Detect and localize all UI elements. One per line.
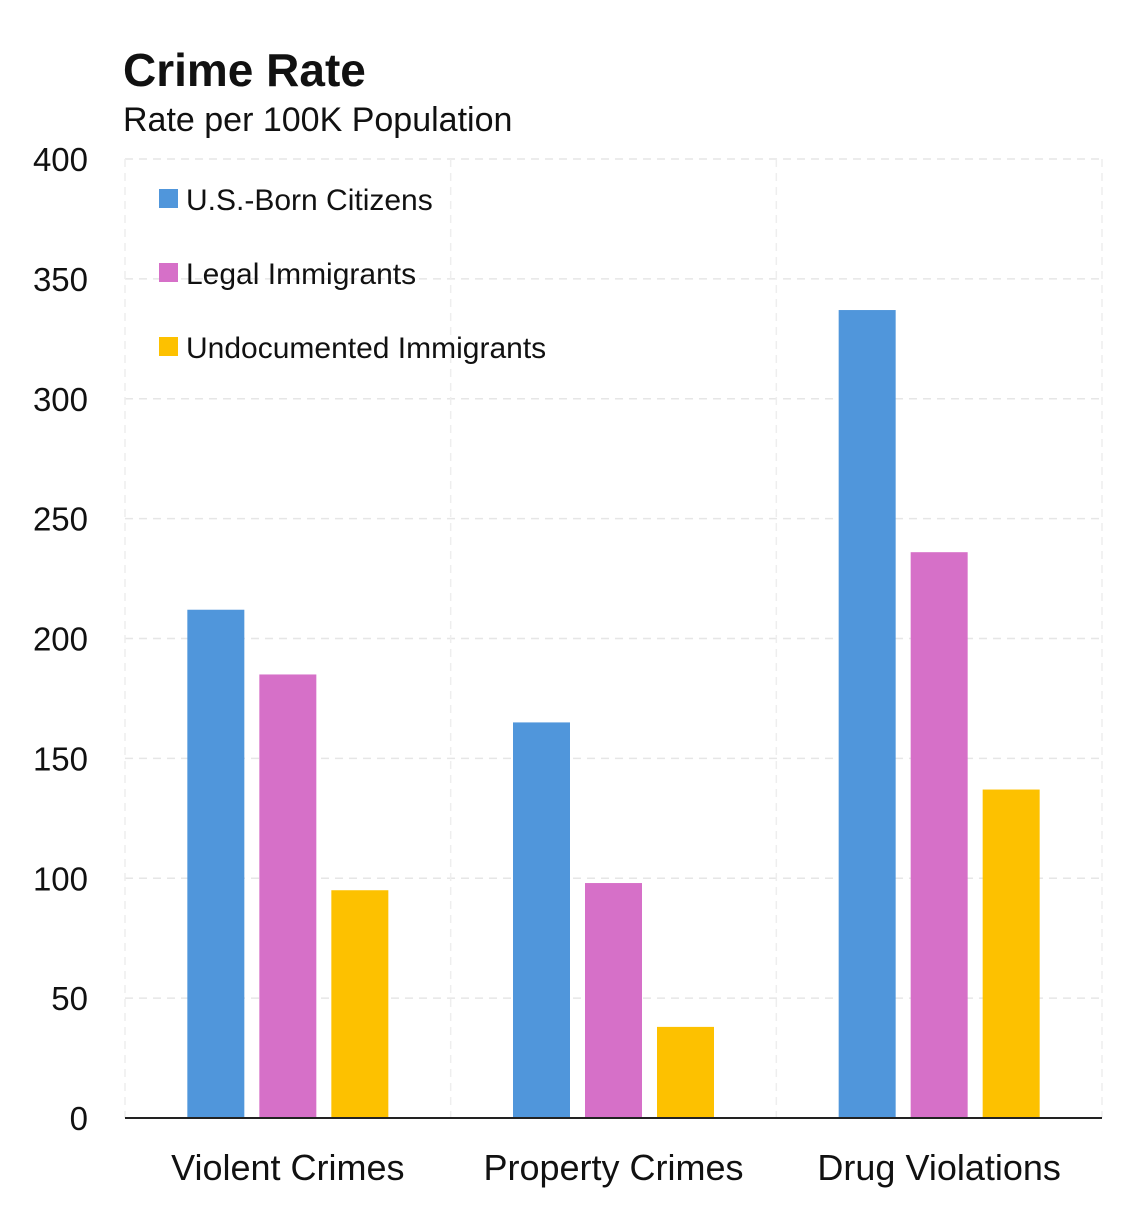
bar: [513, 722, 570, 1118]
bar: [259, 674, 317, 1118]
legend-swatch: [159, 189, 178, 208]
legend-label: Undocumented Immigrants: [186, 332, 546, 365]
bar: [187, 609, 245, 1118]
chart-title: Crime Rate: [123, 44, 366, 96]
y-tick-label: 300: [33, 381, 88, 418]
x-tick-label: Property Crimes: [483, 1147, 743, 1188]
bar: [331, 890, 389, 1118]
legend-label: U.S.-Born Citizens: [186, 184, 433, 217]
y-tick-label: 150: [33, 740, 88, 777]
y-tick-label: 400: [33, 141, 88, 178]
bars: [187, 310, 1040, 1119]
y-tick-label: 200: [33, 621, 88, 658]
bar: [838, 310, 896, 1119]
bar: [982, 789, 1040, 1118]
x-axis-categories: Violent Crimes Property Crimes Drug Violat…: [171, 1147, 1061, 1188]
y-tick-label: 250: [33, 501, 88, 538]
bar: [910, 552, 968, 1118]
bar: [657, 1026, 714, 1118]
chart-subtitle: Rate per 100K Population: [123, 101, 512, 139]
legend: U.S.-Born Citizens Legal Immigrants Undocu…: [159, 184, 546, 365]
x-tick-label: Drug Violations: [817, 1147, 1060, 1188]
y-tick-label: 100: [33, 860, 88, 897]
legend-swatch: [159, 337, 178, 356]
legend-swatch: [159, 263, 178, 282]
bar: [585, 883, 642, 1118]
y-tick-label: 0: [70, 1100, 88, 1137]
legend-label: Legal Immigrants: [186, 258, 416, 291]
y-tick-label: 50: [51, 980, 88, 1017]
y-tick-label: 350: [33, 261, 88, 298]
x-tick-label: Violent Crimes: [171, 1147, 404, 1188]
y-axis-ticks: 0 50 100 150 200 250 300 350 400: [33, 141, 88, 1137]
